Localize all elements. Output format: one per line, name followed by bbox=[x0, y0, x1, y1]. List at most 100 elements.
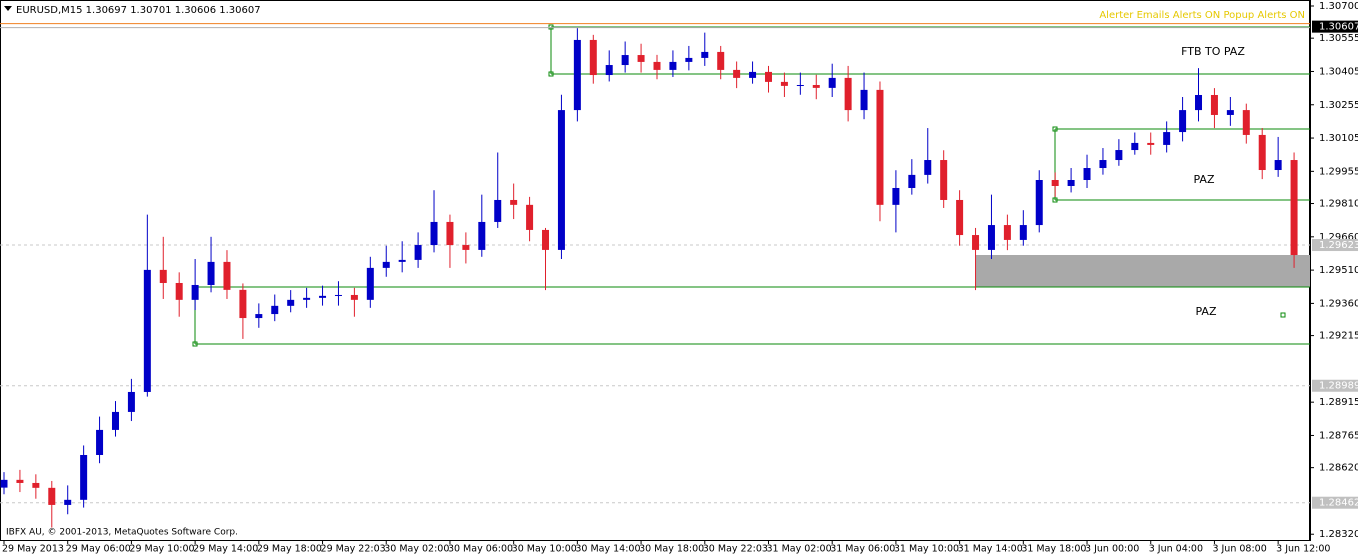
candle-body bbox=[892, 187, 900, 205]
candle-body bbox=[1226, 110, 1234, 115]
handle bbox=[1052, 126, 1058, 132]
x-tick-label: 3 Jun 08:00 bbox=[1212, 544, 1266, 555]
level-label: 1.28462 bbox=[1319, 498, 1358, 509]
x-tick-label: 29 May 14:00 bbox=[193, 544, 258, 555]
y-tick-label: 1.28620 bbox=[1319, 463, 1358, 474]
x-tick-label: 31 May 02:00 bbox=[766, 544, 831, 555]
candle-body bbox=[255, 314, 263, 319]
candle-body bbox=[828, 77, 836, 88]
demand-zone bbox=[976, 255, 1310, 287]
candle-body bbox=[0, 479, 8, 488]
y-tick-label: 1.30255 bbox=[1319, 100, 1358, 111]
candle-body bbox=[1115, 150, 1123, 161]
candle-body bbox=[844, 77, 852, 111]
candle-body bbox=[605, 65, 613, 76]
x-tick-label: 31 May 10:00 bbox=[894, 544, 959, 555]
y-tick-label: 1.29215 bbox=[1319, 331, 1358, 342]
candle-body bbox=[334, 294, 342, 296]
candle-body bbox=[701, 51, 709, 58]
copyright: IBFX AU, © 2001-2013, MetaQuotes Softwar… bbox=[6, 528, 238, 538]
candle-body bbox=[96, 429, 104, 455]
candle-body bbox=[430, 221, 438, 246]
candle-body bbox=[749, 71, 757, 78]
x-tick-label: 30 May 18:00 bbox=[639, 544, 704, 555]
candle-body bbox=[175, 282, 183, 300]
candle-body bbox=[717, 51, 725, 70]
candle-body bbox=[669, 61, 677, 70]
handle bbox=[548, 71, 554, 77]
price-label: 1.30607 bbox=[1319, 22, 1358, 33]
candle-body bbox=[398, 259, 406, 262]
candle-body bbox=[319, 295, 327, 298]
candle-body bbox=[414, 245, 422, 260]
candle-body bbox=[48, 487, 56, 505]
candle-body bbox=[908, 174, 916, 188]
candle-body bbox=[1003, 225, 1011, 240]
candle-body bbox=[557, 110, 565, 250]
y-tick-label: 1.30700 bbox=[1319, 1, 1358, 12]
y-tick-label: 1.30105 bbox=[1319, 133, 1358, 144]
x-tick-label: 29 May 22:03 bbox=[321, 544, 386, 555]
candle-body bbox=[366, 267, 374, 300]
x-tick-label: 31 May 06:00 bbox=[830, 544, 895, 555]
candle-body bbox=[303, 297, 311, 300]
candle-body bbox=[1083, 168, 1091, 180]
y-tick-label: 1.28320 bbox=[1319, 529, 1358, 540]
candle-body bbox=[350, 294, 358, 300]
candle-body bbox=[510, 199, 518, 205]
annotation: FTB TO PAZ bbox=[1181, 45, 1245, 58]
candle-body bbox=[860, 89, 868, 111]
candle-body bbox=[64, 499, 72, 505]
candle-body bbox=[987, 225, 995, 250]
handle bbox=[1280, 312, 1286, 318]
candle-body bbox=[32, 482, 40, 488]
x-tick-label: 31 May 14:00 bbox=[958, 544, 1023, 555]
candle-body bbox=[733, 69, 741, 78]
level-label-bg bbox=[1312, 496, 1358, 509]
level-label-bg bbox=[1312, 379, 1358, 392]
x-tick-label: 30 May 06:00 bbox=[448, 544, 513, 555]
candle-body bbox=[1051, 180, 1059, 186]
candle-body bbox=[589, 39, 597, 76]
candle-body bbox=[143, 269, 151, 392]
candle-body bbox=[1035, 180, 1043, 226]
x-tick-label: 29 May 06:00 bbox=[66, 544, 131, 555]
candle-body bbox=[127, 391, 135, 412]
candle-body bbox=[764, 71, 772, 82]
candle-body bbox=[637, 55, 645, 62]
candle-body bbox=[526, 204, 534, 230]
candle-body bbox=[271, 305, 279, 315]
candle-body bbox=[542, 229, 550, 250]
handle bbox=[548, 24, 554, 30]
x-tick-label: 3 Jun 12:00 bbox=[1276, 544, 1330, 555]
candle-body bbox=[111, 411, 119, 430]
price-label-bg bbox=[1312, 20, 1358, 33]
candle-body bbox=[382, 261, 390, 268]
candle-body bbox=[573, 39, 581, 111]
level-label-bg bbox=[1312, 239, 1358, 252]
handle bbox=[1052, 197, 1058, 203]
handle bbox=[192, 341, 198, 347]
candle-body bbox=[940, 160, 948, 200]
x-tick-label: 30 May 10:00 bbox=[512, 544, 577, 555]
x-tick-label: 29 May 10:00 bbox=[129, 544, 194, 555]
x-tick-label: 30 May 22:03 bbox=[703, 544, 768, 555]
y-tick-label: 1.30405 bbox=[1319, 66, 1358, 77]
candle-body bbox=[812, 85, 820, 88]
candle-body bbox=[1179, 110, 1187, 133]
candle-body bbox=[159, 269, 167, 283]
candle-body bbox=[1274, 160, 1282, 171]
y-tick-label: 1.28765 bbox=[1319, 430, 1358, 441]
x-tick-label: 29 May 2013 bbox=[2, 544, 64, 555]
menu-arrow[interactable] bbox=[4, 6, 12, 11]
candle-body bbox=[796, 85, 804, 87]
x-tick-label: 3 Jun 00:00 bbox=[1085, 544, 1139, 555]
candle-body bbox=[478, 221, 486, 250]
y-tick-label: 1.29510 bbox=[1319, 265, 1358, 276]
x-tick-label: 30 May 14:00 bbox=[575, 544, 640, 555]
candle-body bbox=[685, 57, 693, 62]
alert-status: Alerter Emails Alerts ON Popup Alerts ON bbox=[1099, 10, 1305, 21]
annotation: PAZ bbox=[1194, 173, 1215, 186]
candle-body bbox=[1067, 180, 1075, 186]
